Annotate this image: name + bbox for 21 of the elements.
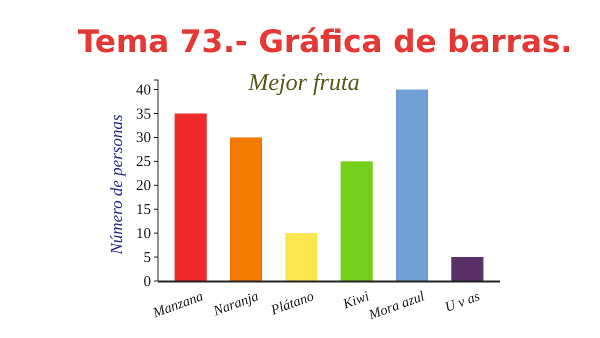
y-tick-label: 10: [136, 226, 151, 242]
y-tick-label: 0: [144, 274, 151, 290]
y-tick-label: 40: [136, 82, 151, 98]
y-tick-label: 15: [136, 202, 151, 218]
x-tick-label: Plátano: [268, 289, 316, 319]
chart-subtitle: Mejor fruta: [247, 70, 360, 96]
y-axis-title: Número de personas: [107, 114, 126, 256]
y-tick-label: 35: [136, 106, 151, 122]
bar: [174, 114, 207, 281]
bar: [340, 161, 373, 281]
bar: [285, 233, 318, 281]
y-tick-label: 20: [136, 178, 151, 194]
bar: [230, 137, 262, 281]
x-tick-label: U v as: [443, 289, 483, 316]
x-tick-label: Naranja: [210, 289, 261, 320]
y-tick-label: 30: [136, 130, 151, 146]
bar: [396, 90, 428, 281]
y-tick-label: 5: [144, 250, 151, 266]
y-tick-label: 25: [136, 154, 151, 170]
bar: [451, 257, 484, 281]
chart-title: Tema 73.- Gráfica de barras.: [78, 24, 572, 60]
